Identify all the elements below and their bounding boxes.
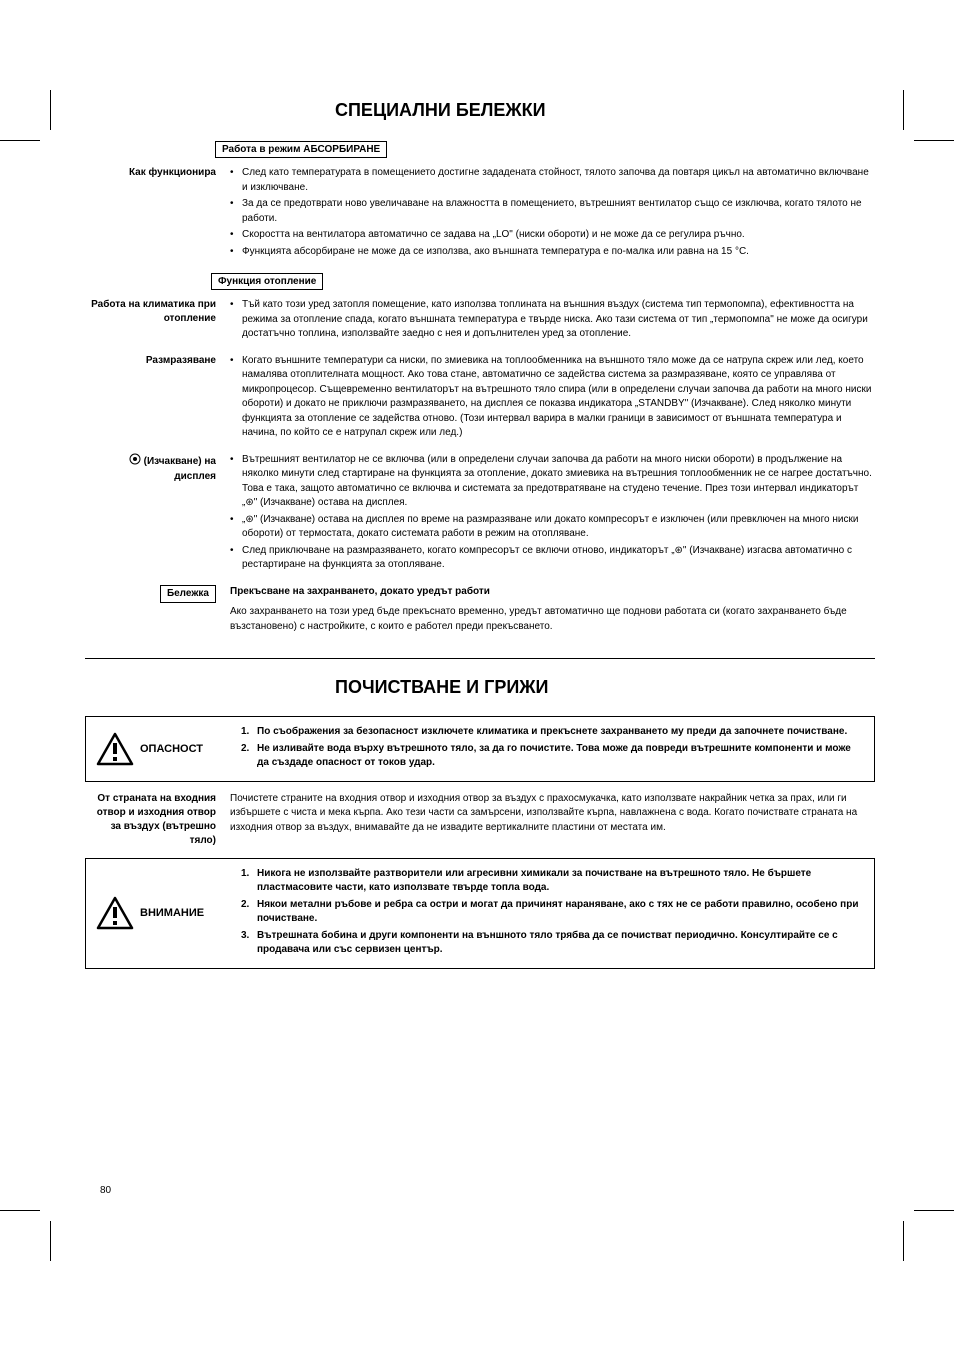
- heating-content: Тъй като този уред затопля помещение, ка…: [230, 298, 875, 344]
- standby-content: Вътрешният вентилатор не се включва (или…: [230, 453, 875, 575]
- danger-text: 1.По съображения за безопасност изключет…: [241, 725, 864, 773]
- how-works-item: За да се предотврати ново увеличаване на…: [230, 197, 875, 226]
- caution-label: ВНИМАНИЕ: [140, 907, 204, 919]
- section2-title: ПОЧИСТВАНЕ И ГРИЖИ: [335, 677, 875, 698]
- note-content: Прекъсване на захранването, докато уредъ…: [230, 585, 875, 635]
- section1-title: СПЕЦИАЛНИ БЕЛЕЖКИ: [335, 100, 875, 121]
- absorb-mode-box: Работа в режим АБСОРБИРАНЕ: [215, 141, 387, 158]
- clean-label: От страната на входния отвор и изходния …: [85, 792, 230, 848]
- standby-label: (Изчакване) на дисплея: [85, 453, 230, 484]
- defrost-item: Когато външните температури са ниски, по…: [230, 354, 875, 441]
- caution-text: 1.Никога не използвайте разтворители или…: [241, 867, 864, 960]
- caution-icon: [96, 896, 134, 930]
- how-works-item: Функцията абсорбиране не може да се изпо…: [230, 245, 875, 260]
- section-divider: [85, 658, 875, 659]
- heating-label: Работа на климатика при отопление: [85, 298, 230, 326]
- note-box: Бележка: [160, 585, 216, 603]
- heating-func-box: Функция отопление: [211, 273, 323, 290]
- how-works-content: След като температурата в помещението до…: [230, 166, 875, 261]
- danger-box: ОПАСНОСТ 1.По съображения за безопасност…: [85, 716, 875, 782]
- page-number: 80: [100, 1185, 111, 1196]
- clean-body: Почистете страните на входния отвор и из…: [230, 792, 875, 836]
- heating-item: Тъй като този уред затопля помещение, ка…: [230, 298, 875, 342]
- defrost-label: Размразяване: [85, 354, 230, 368]
- standby-icon: [129, 453, 141, 470]
- how-works-label: Как функционира: [85, 166, 230, 180]
- note-body: Ако захранването на този уред бъде прекъ…: [230, 605, 875, 634]
- standby-item: След приключване на размразяването, кога…: [230, 544, 875, 573]
- defrost-content: Когато външните температури са ниски, по…: [230, 354, 875, 443]
- standby-item: „⊛" (Изчакване) остава на дисплея по вре…: [230, 513, 875, 542]
- standby-item: Вътрешният вентилатор не се включва (или…: [230, 453, 875, 511]
- page-content: СПЕЦИАЛНИ БЕЛЕЖКИ Работа в режим АБСОРБИ…: [85, 100, 875, 979]
- note-label-cell: Бележка: [85, 585, 230, 603]
- danger-icon: [96, 732, 134, 766]
- note-title: Прекъсване на захранването, докато уредъ…: [230, 585, 875, 600]
- how-works-item: След като температурата в помещението до…: [230, 166, 875, 195]
- danger-label: ОПАСНОСТ: [140, 743, 203, 755]
- how-works-item: Скоростта на вентилатора автоматично се …: [230, 228, 875, 243]
- caution-box: ВНИМАНИЕ 1.Никога не използвайте разтвор…: [85, 858, 875, 969]
